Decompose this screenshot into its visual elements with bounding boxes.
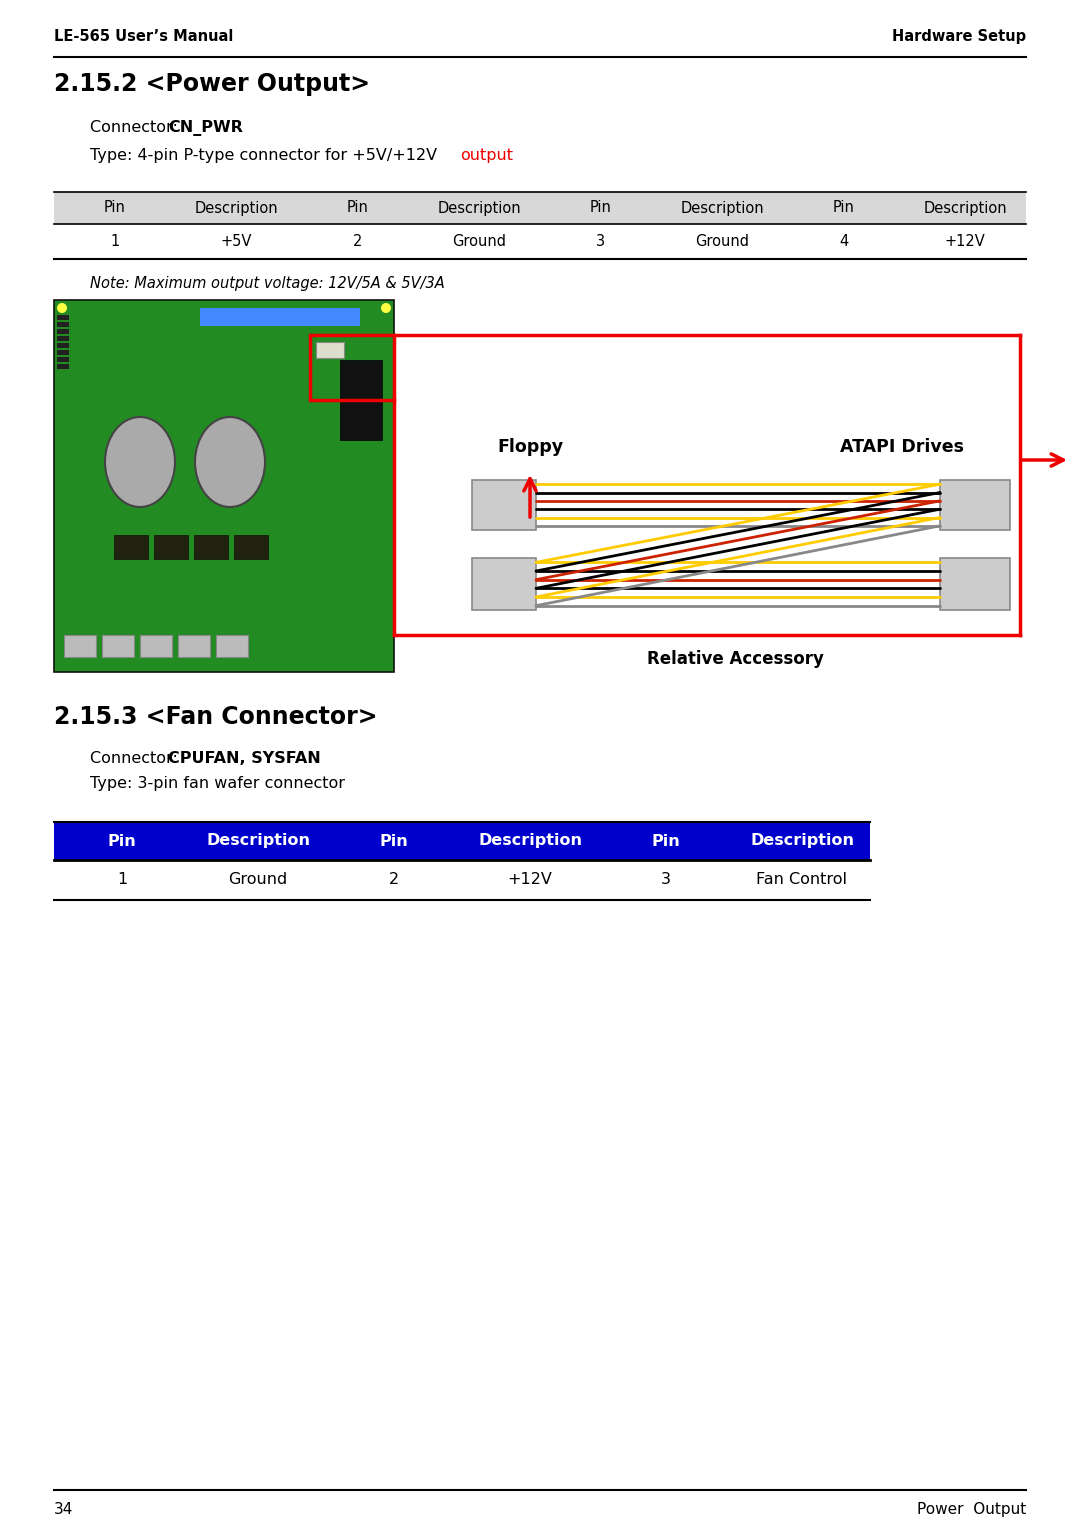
Text: Pin: Pin	[108, 833, 136, 849]
Text: CPUFAN, SYSFAN: CPUFAN, SYSFAN	[168, 751, 321, 766]
Bar	[940, 558, 1010, 610]
Text: 2: 2	[353, 234, 363, 249]
Bar	[154, 535, 188, 560]
Text: 1: 1	[117, 873, 127, 887]
Text: 3: 3	[596, 234, 605, 249]
Text: Note: Maximum output voltage: 12V/5A & 5V/3A: Note: Maximum output voltage: 12V/5A & 5…	[90, 277, 445, 291]
Bar	[310, 335, 394, 401]
Ellipse shape	[105, 417, 175, 508]
Bar	[194, 535, 228, 560]
Text: +5V: +5V	[220, 234, 252, 249]
Bar	[57, 336, 69, 341]
Text: Power  Output: Power Output	[917, 1501, 1026, 1517]
Text: 1: 1	[110, 234, 120, 249]
Bar	[54, 823, 870, 859]
Text: LE-565 User’s Manual: LE-565 User’s Manual	[54, 29, 233, 44]
Text: Description: Description	[923, 200, 1007, 216]
Bar	[54, 193, 1026, 225]
Circle shape	[381, 303, 391, 313]
Bar	[57, 329, 69, 333]
Text: 34: 34	[54, 1501, 73, 1517]
Bar	[57, 350, 69, 355]
Text: Pin: Pin	[590, 200, 611, 216]
Bar	[114, 535, 148, 560]
Text: Type: 4-pin P-type connector for +5V/+12V: Type: 4-pin P-type connector for +5V/+12…	[90, 148, 442, 164]
Text: 2.15.3 <Fan Connector>: 2.15.3 <Fan Connector>	[54, 705, 378, 729]
Bar	[102, 635, 134, 657]
Text: Pin: Pin	[380, 833, 408, 849]
Text: Type: 3-pin fan wafer connector: Type: 3-pin fan wafer connector	[90, 777, 345, 790]
Bar	[472, 558, 536, 610]
Text: 4: 4	[839, 234, 849, 249]
Text: 2.15.2 <Power Output>: 2.15.2 <Power Output>	[54, 72, 370, 96]
Text: CN_PWR: CN_PWR	[168, 119, 243, 136]
Bar	[57, 342, 69, 349]
Bar	[940, 480, 1010, 531]
Text: Floppy: Floppy	[497, 437, 563, 456]
Text: Description: Description	[194, 200, 278, 216]
Bar	[57, 356, 69, 362]
Text: Ground: Ground	[453, 234, 507, 249]
Bar	[472, 480, 536, 531]
Text: +12V: +12V	[508, 873, 553, 887]
Text: Hardware Setup: Hardware Setup	[892, 29, 1026, 44]
Bar	[57, 323, 69, 327]
Text: Ground: Ground	[696, 234, 750, 249]
Text: Fan Control: Fan Control	[756, 873, 848, 887]
Text: +12V: +12V	[945, 234, 986, 249]
Text: Description: Description	[750, 833, 854, 849]
Bar	[57, 315, 69, 320]
Bar	[216, 635, 248, 657]
Text: Ground: Ground	[228, 873, 287, 887]
Text: Description: Description	[478, 833, 582, 849]
Text: Description: Description	[206, 833, 310, 849]
Text: 2: 2	[389, 873, 400, 887]
Text: Pin: Pin	[347, 200, 368, 216]
Bar	[140, 635, 172, 657]
Text: Connector:: Connector:	[90, 751, 183, 766]
Text: 3: 3	[661, 873, 671, 887]
Bar	[64, 635, 96, 657]
Bar	[54, 300, 394, 673]
Circle shape	[57, 303, 67, 313]
Text: Connector:: Connector:	[90, 119, 183, 135]
Text: Description: Description	[680, 200, 764, 216]
Bar	[316, 342, 345, 358]
Bar	[340, 359, 382, 440]
Text: output: output	[460, 148, 513, 164]
Text: ATAPI Drives: ATAPI Drives	[840, 437, 964, 456]
Text: Pin: Pin	[651, 833, 680, 849]
Ellipse shape	[195, 417, 265, 508]
Text: Relative Accessory: Relative Accessory	[647, 650, 823, 668]
Bar	[57, 364, 69, 368]
Text: Pin: Pin	[833, 200, 854, 216]
Bar	[234, 535, 268, 560]
Text: Pin: Pin	[104, 200, 125, 216]
Text: Description: Description	[437, 200, 521, 216]
Bar	[200, 307, 360, 326]
Bar	[178, 635, 210, 657]
